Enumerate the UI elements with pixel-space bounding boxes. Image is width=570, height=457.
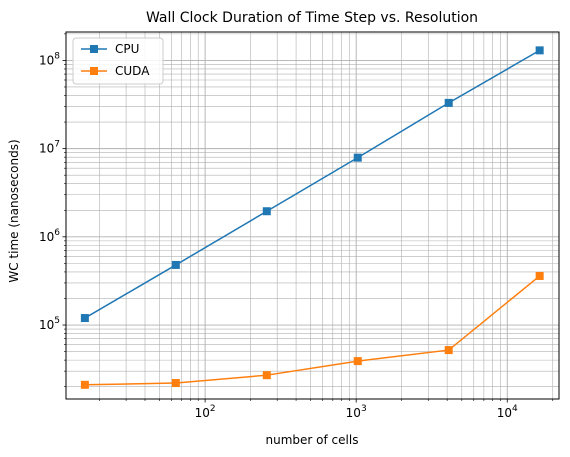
data-point-cpu — [536, 46, 544, 54]
data-point-cpu — [81, 314, 89, 322]
data-point-cuda — [445, 346, 453, 354]
x-tick-label-base: 10 — [195, 406, 210, 420]
data-point-cpu — [445, 99, 453, 107]
series-line-cuda — [85, 276, 540, 385]
x-tick-label-exp: 3 — [361, 404, 367, 414]
y-tick-label: 106 — [39, 228, 60, 244]
y-tick-label-exp: 8 — [54, 51, 60, 61]
y-tick-label: 108 — [39, 51, 60, 67]
data-point-cpu — [263, 207, 271, 215]
y-tick-label-exp: 5 — [54, 316, 60, 326]
x-axis-title: number of cells — [266, 433, 359, 447]
legend-label-cuda: CUDA — [115, 64, 150, 78]
x-tick-label-exp: 2 — [210, 404, 216, 414]
x-tick-label: 104 — [497, 404, 518, 420]
y-tick-label: 105 — [39, 316, 60, 332]
data-point-cuda — [536, 272, 544, 280]
plot-series — [81, 46, 544, 388]
legend-marker-cuda — [90, 67, 98, 75]
data-point-cuda — [172, 379, 180, 387]
y-axis-title: WC time (nanoseconds) — [7, 139, 21, 282]
legend-label-cpu: CPU — [115, 42, 139, 56]
x-tick-label-base: 10 — [497, 406, 512, 420]
data-point-cuda — [263, 371, 271, 379]
data-point-cpu — [354, 154, 362, 162]
data-point-cuda — [354, 357, 362, 365]
x-tick-label: 102 — [195, 404, 216, 420]
data-point-cpu — [172, 261, 180, 269]
y-tick-label: 107 — [39, 140, 60, 156]
x-tick-label: 103 — [346, 404, 367, 420]
y-tick-label-base: 10 — [39, 230, 54, 244]
y-tick-label-exp: 6 — [54, 228, 60, 238]
y-tick-label-exp: 7 — [54, 140, 60, 150]
legend-marker-cpu — [90, 45, 98, 53]
series-line-cpu — [85, 50, 540, 318]
grid — [66, 32, 559, 399]
y-tick-label-base: 10 — [39, 318, 54, 332]
y-tick-label-base: 10 — [39, 53, 54, 67]
chart-title: Wall Clock Duration of Time Step vs. Res… — [146, 10, 478, 26]
x-tick-label-base: 10 — [346, 406, 361, 420]
y-tick-label-base: 10 — [39, 142, 54, 156]
data-point-cuda — [81, 381, 89, 389]
legend: CPU CUDA — [73, 38, 163, 84]
x-tick-label-exp: 4 — [512, 404, 518, 414]
